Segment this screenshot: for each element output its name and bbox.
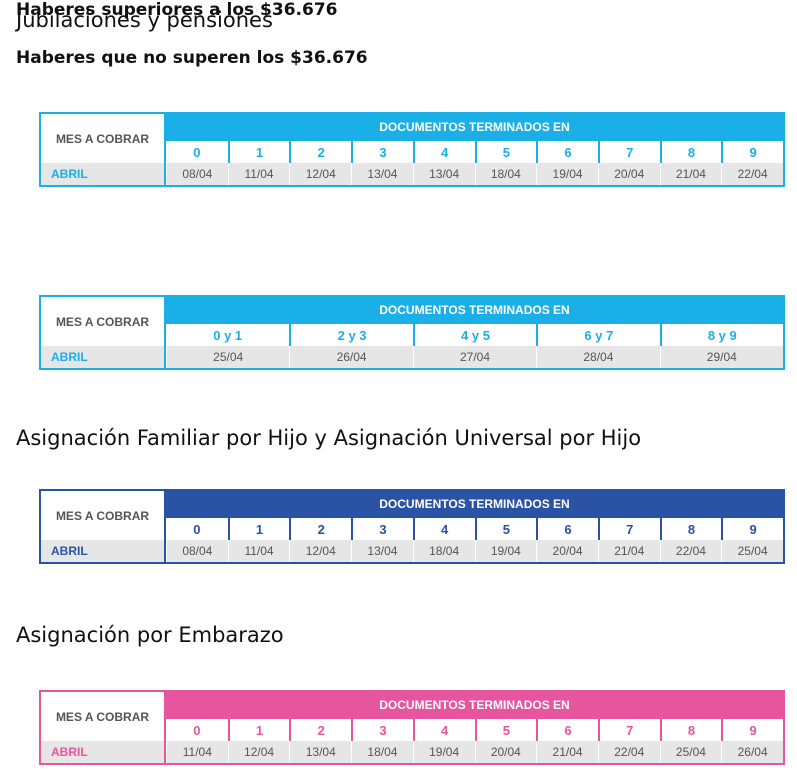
doc-ending: 5 [474, 139, 537, 163]
payment-date: 13/04 [412, 163, 475, 185]
payment-date: 13/04 [351, 163, 413, 185]
doc-ending: 8 [659, 516, 722, 540]
payment-date: 22/04 [597, 741, 660, 763]
doc-ending: 8 y 9 [659, 322, 783, 346]
payment-date: 12/04 [289, 540, 352, 562]
month-header: MES A COBRAR [41, 692, 166, 741]
payment-date: 18/04 [474, 163, 537, 185]
subtitle: Haberes superiores a los $36.676 [16, 0, 337, 20]
doc-ending: 4 [412, 717, 475, 741]
section-title: Asignación Familiar por Hijo y Asignació… [16, 426, 642, 450]
doc-ending: 7 [597, 717, 660, 741]
payment-date: 08/04 [166, 540, 228, 562]
payment-date: 27/04 [412, 346, 537, 368]
payment-date: 20/04 [597, 163, 660, 185]
doc-ending: 5 [474, 717, 537, 741]
payment-date: 11/04 [227, 163, 290, 185]
payment-date: 19/04 [412, 741, 475, 763]
doc-ending: 3 [351, 139, 413, 163]
doc-ending: 0 [166, 139, 228, 163]
payment-date: 12/04 [227, 741, 290, 763]
doc-ending: 6 [536, 516, 598, 540]
doc-ending: 0 [166, 516, 228, 540]
doc-ending: 4 [412, 516, 475, 540]
month-header: MES A COBRAR [41, 491, 166, 540]
group-header: DOCUMENTOS TERMINADOS EN [166, 692, 783, 717]
subtitle-part: Haberes que [16, 48, 144, 68]
payment-date: 18/04 [412, 540, 475, 562]
subtitle-part: Haberes superiores a los $36.676 [16, 0, 338, 20]
month: ABRIL [41, 346, 166, 368]
payment-date: 26/04 [721, 741, 783, 763]
payment-date: 12/04 [289, 163, 352, 185]
payment-date: 29/04 [659, 346, 783, 368]
group-header: DOCUMENTOS TERMINADOS EN [166, 114, 783, 139]
payment-date: 28/04 [536, 346, 660, 368]
payment-date: 21/04 [597, 540, 660, 562]
group-header: DOCUMENTOS TERMINADOS EN [166, 491, 783, 516]
month-header: MES A COBRAR [41, 114, 166, 163]
schedule-table: MES A COBRAR DOCUMENTOS TERMINADOS EN 0 1 2 3… [39, 112, 785, 187]
payment-date: 19/04 [536, 163, 598, 185]
doc-ending: 2 [289, 139, 352, 163]
doc-ending: 4 y 5 [412, 322, 537, 346]
schedule-table: MES A COBRAR DOCUMENTOS TERMINADOS EN 0 1 2 3… [39, 690, 785, 765]
month: ABRIL [41, 163, 166, 185]
doc-ending: 5 [474, 516, 537, 540]
doc-ending: 8 [659, 717, 722, 741]
section-title: Asignación por Embarazo [16, 623, 284, 647]
doc-ending: 3 [351, 516, 413, 540]
payment-date: 11/04 [166, 741, 228, 763]
doc-ending: 1 [227, 139, 290, 163]
section-title: Jubilaciones y pensiones [16, 8, 273, 32]
payment-date: 25/04 [721, 540, 783, 562]
payment-date: 25/04 [659, 741, 722, 763]
payment-date: 26/04 [289, 346, 413, 368]
payment-date: 08/04 [166, 163, 228, 185]
doc-ending: 6 [536, 139, 598, 163]
doc-ending: 2 [289, 516, 352, 540]
payment-date: 21/04 [536, 741, 598, 763]
doc-ending: 7 [597, 139, 660, 163]
doc-ending: 1 [227, 717, 290, 741]
payment-date: 13/04 [289, 741, 352, 763]
month-header: MES A COBRAR [41, 297, 166, 346]
doc-ending: 6 y 7 [536, 322, 660, 346]
schedule-table: MES A COBRAR DOCUMENTOS TERMINADOS EN 0 y … [39, 295, 785, 370]
doc-ending: 9 [721, 139, 783, 163]
payment-date: 20/04 [474, 741, 537, 763]
subtitle-part: no superen [143, 48, 251, 68]
schedule-table: MES A COBRAR DOCUMENTOS TERMINADOS EN 0 1 2 3… [39, 489, 785, 564]
group-header: DOCUMENTOS TERMINADOS EN [166, 297, 783, 322]
doc-ending: 3 [351, 717, 413, 741]
doc-ending: 1 [227, 516, 290, 540]
payment-date: 13/04 [351, 540, 413, 562]
doc-ending: 9 [721, 717, 783, 741]
payment-date: 11/04 [227, 540, 290, 562]
doc-ending: 2 [289, 717, 352, 741]
doc-ending: 8 [659, 139, 722, 163]
month: ABRIL [41, 540, 166, 562]
doc-ending: 6 [536, 717, 598, 741]
payment-date: 25/04 [166, 346, 290, 368]
payment-date: 19/04 [474, 540, 537, 562]
doc-ending: 7 [597, 516, 660, 540]
doc-ending: 2 y 3 [289, 322, 413, 346]
payment-date: 20/04 [536, 540, 598, 562]
payment-date: 18/04 [351, 741, 413, 763]
doc-ending: 0 y 1 [166, 322, 290, 346]
month: ABRIL [41, 741, 166, 763]
doc-ending: 9 [721, 516, 783, 540]
payment-date: 22/04 [659, 540, 722, 562]
subtitle: Haberes que no superen los $36.676 [16, 48, 368, 68]
payment-date: 21/04 [659, 163, 722, 185]
subtitle-part: los $36.676 [250, 48, 368, 68]
payment-date: 22/04 [721, 163, 783, 185]
doc-ending: 0 [166, 717, 228, 741]
doc-ending: 4 [412, 139, 475, 163]
